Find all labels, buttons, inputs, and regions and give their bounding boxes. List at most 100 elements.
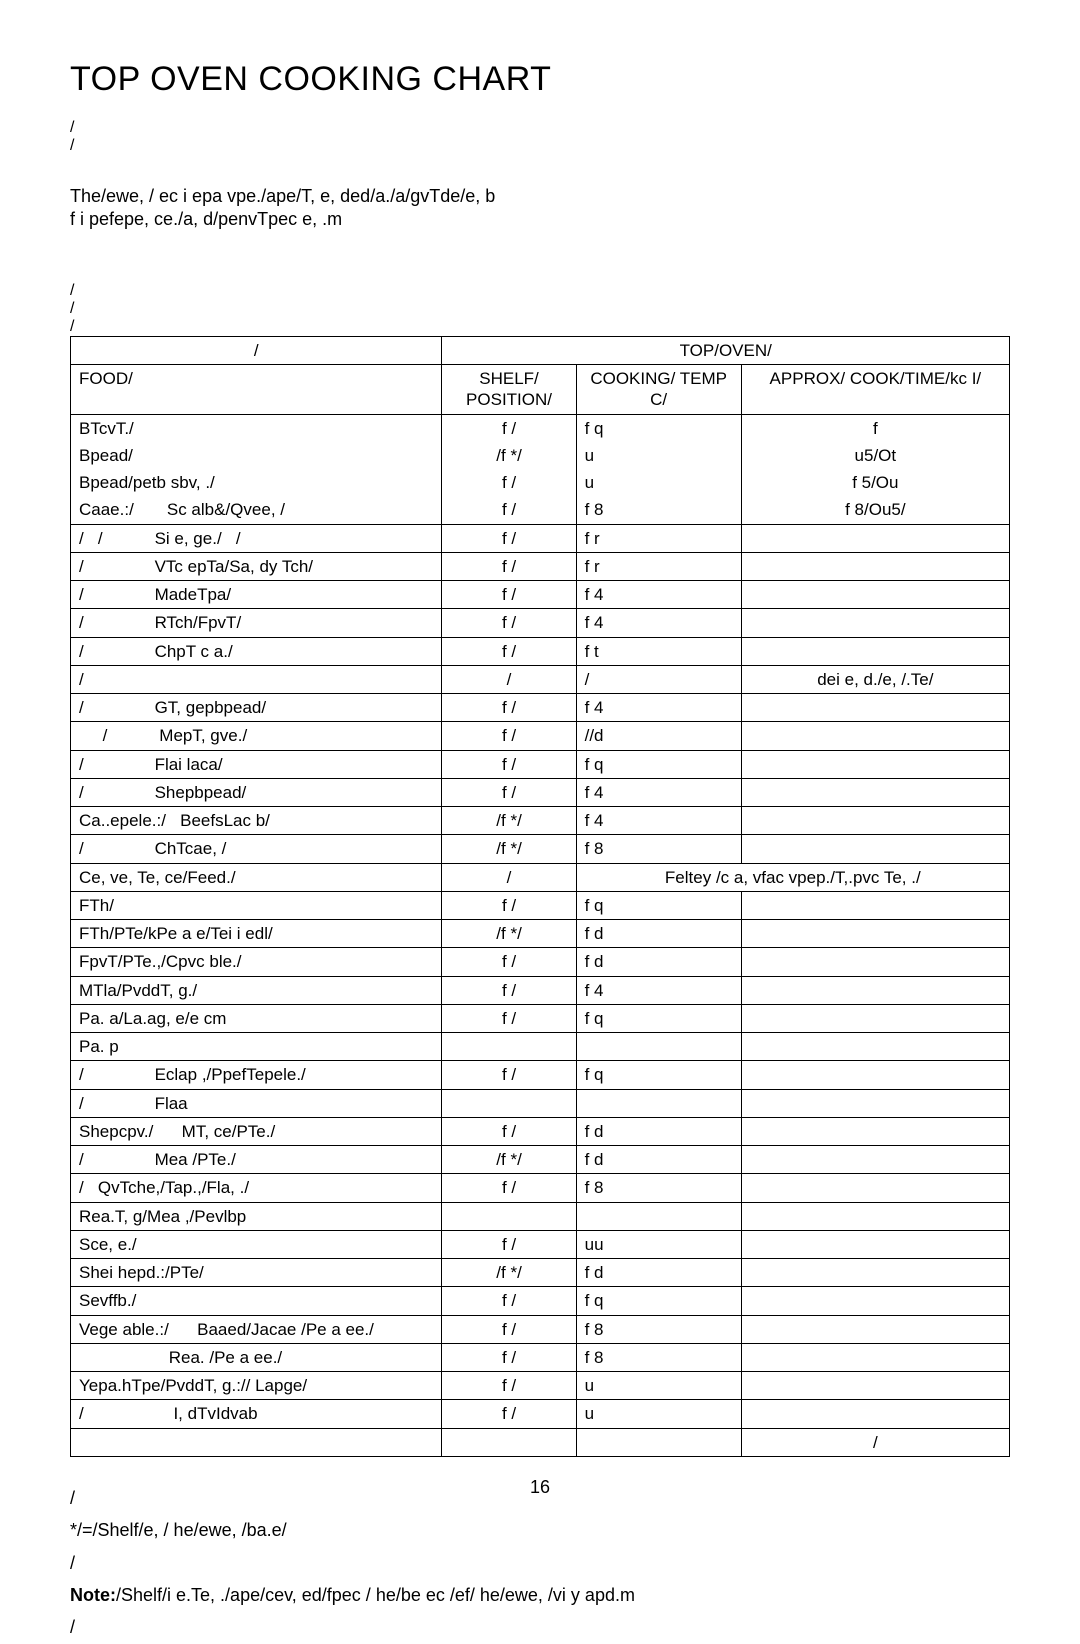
temp-cell: f 4 [576, 694, 741, 722]
food-cell: Rea. /Pe a ee./ [71, 1343, 442, 1371]
table-row: / / Si e, ge./ /f /f r [71, 524, 1010, 552]
footnote-1: */=/Shelf/e, / he/ewe, /ba.e/ [70, 1514, 1010, 1546]
shelf-cell: f / [442, 1174, 576, 1202]
shelf-cell: f / [442, 750, 576, 778]
food-cell: / I, dTvIdvab [71, 1400, 442, 1428]
food-cell: / Flaa [71, 1089, 442, 1117]
temp-cell: f q [576, 1287, 741, 1315]
temp-cell: f d [576, 920, 741, 948]
food-cell: / Mea /PTe./ [71, 1146, 442, 1174]
shelf-cell: /f */ [442, 920, 576, 948]
food-cell: / Shepbpead/ [71, 778, 442, 806]
time-cell [741, 1343, 1009, 1371]
time-cell [741, 1259, 1009, 1287]
time-cell [741, 807, 1009, 835]
table-row: / Flai laca/f /f q [71, 750, 1010, 778]
header-shelf: SHELF/ POSITION/ [442, 365, 576, 415]
food-cell: MTla/PvddT, g./ [71, 976, 442, 1004]
time-cell: f [741, 414, 1009, 442]
time-cell [741, 1146, 1009, 1174]
time-cell [741, 1202, 1009, 1230]
time-cell [741, 1174, 1009, 1202]
food-cell: / Eclap ,/PpefTepele./ [71, 1061, 442, 1089]
temp-cell: f 4 [576, 778, 741, 806]
table-row: / ChTcae, //f */f 8 [71, 835, 1010, 863]
temp-cell: f d [576, 948, 741, 976]
table-row: BTcvT./f /f qf [71, 414, 1010, 442]
food-cell: FTh/PTe/kPe a e/Tei i edl/ [71, 920, 442, 948]
table-row: Rea. /Pe a ee./f /f 8 [71, 1343, 1010, 1371]
shelf-cell: /f */ [442, 807, 576, 835]
footnote-2: Note:/Shelf/i e.Te, ./ape/cev, ed/fpec /… [70, 1579, 1010, 1611]
food-cell: / [71, 665, 442, 693]
table-row: Ca..epele.:/ BeefsLac b//f */f 4 [71, 807, 1010, 835]
temp-cell: f q [576, 891, 741, 919]
shelf-cell: f / [442, 469, 576, 496]
food-cell: BTcvT./ [71, 414, 442, 442]
time-cell [741, 1061, 1009, 1089]
temp-cell: f r [576, 552, 741, 580]
food-cell: Sevffb./ [71, 1287, 442, 1315]
shelf-cell: /f */ [442, 1146, 576, 1174]
temp-cell: f d [576, 1146, 741, 1174]
temp-cell [576, 1033, 741, 1061]
temp-cell: u [576, 469, 741, 496]
time-cell [741, 1004, 1009, 1032]
food-cell: Rea.T, g/Mea ,/Pevlbp [71, 1202, 442, 1230]
table-body: BTcvT./f /f qfBpead//f */uu5/OtBpead/pet… [71, 414, 1010, 1428]
table-row: Bpead/petb sbv, ./f /uf 5/Ou [71, 469, 1010, 496]
table-row: Sevffb./f /f q [71, 1287, 1010, 1315]
time-cell [741, 722, 1009, 750]
header-blank: / [71, 336, 442, 364]
table-row: ///dei e, d./e, /.Te/ [71, 665, 1010, 693]
shelf-cell: f / [442, 1230, 576, 1258]
time-cell [741, 1089, 1009, 1117]
intro-line2: f i pefepe, ce./a, d/penvTpec e, .m [70, 208, 1010, 231]
table-row: Sce, e./f /uu [71, 1230, 1010, 1258]
shelf-cell: f / [442, 1117, 576, 1145]
temp-cell: f d [576, 1259, 741, 1287]
time-cell [741, 778, 1009, 806]
shelf-cell [442, 1033, 576, 1061]
header-time: APPROX/ COOK/TIME/kc I/ [741, 365, 1009, 415]
food-cell: Ca..epele.:/ BeefsLac b/ [71, 807, 442, 835]
table-header-top: / TOP/OVEN/ [71, 336, 1010, 364]
food-cell: Pa. a/La.ag, e/e cm [71, 1004, 442, 1032]
spacer: / [70, 119, 1010, 137]
food-cell: FpvT/PTe.,/Cpvc ble./ [71, 948, 442, 976]
food-cell: Bpead/ [71, 442, 442, 469]
shelf-cell [442, 1202, 576, 1230]
table-row: FTh/PTe/kPe a e/Tei i edl//f */f d [71, 920, 1010, 948]
food-cell: / Flai laca/ [71, 750, 442, 778]
shelf-cell: / [442, 863, 576, 891]
time-cell: u5/Ot [741, 442, 1009, 469]
table-row: Ce, ve, Te, ce/Feed.//Feltey /c a, vfac … [71, 863, 1010, 891]
food-cell: Yepa.hTpe/PvddT, g.:// Lapge/ [71, 1372, 442, 1400]
time-cell [741, 1400, 1009, 1428]
footnotes: / */=/Shelf/e, / he/ewe, /ba.e/ / Note:/… [70, 1482, 1010, 1644]
temp-cell: f q [576, 1061, 741, 1089]
shelf-cell: f / [442, 1343, 576, 1371]
temp-cell: f d [576, 1117, 741, 1145]
table-row: / MepT, gve./f ///d [71, 722, 1010, 750]
time-cell [741, 1117, 1009, 1145]
time-cell [741, 1230, 1009, 1258]
table-row: Pa. a/La.ag, e/e cmf /f q [71, 1004, 1010, 1032]
time-cell [741, 581, 1009, 609]
shelf-cell: f / [442, 948, 576, 976]
time-cell [741, 1287, 1009, 1315]
temp-cell: f q [576, 414, 741, 442]
header-food: FOOD/ [71, 365, 442, 415]
food-cell: / GT, gepbpead/ [71, 694, 442, 722]
shelf-cell: f / [442, 1400, 576, 1428]
temp-cell: uu [576, 1230, 741, 1258]
temp-cell [576, 1202, 741, 1230]
food-cell: / / Si e, ge./ / [71, 524, 442, 552]
shelf-cell: /f */ [442, 835, 576, 863]
page-title: TOP OVEN COOKING CHART [70, 60, 1010, 99]
time-cell [741, 637, 1009, 665]
food-cell: Ce, ve, Te, ce/Feed./ [71, 863, 442, 891]
temp-cell: / [576, 665, 741, 693]
table-row: / MadeTpa/f /f 4 [71, 581, 1010, 609]
temp-cell: u [576, 442, 741, 469]
